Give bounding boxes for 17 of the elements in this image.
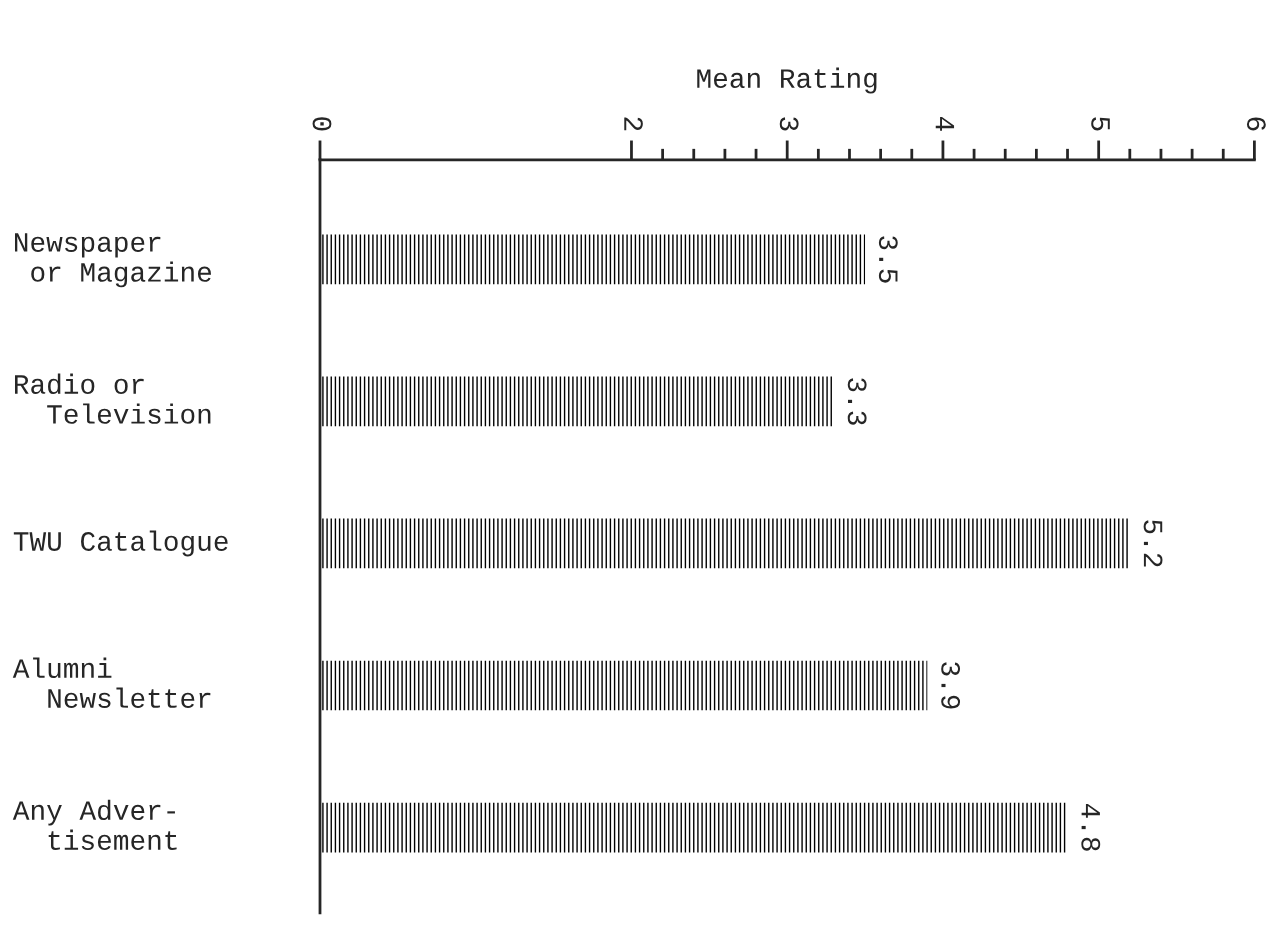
data-label: 3.3 <box>847 378 867 425</box>
data-label: 3.5 <box>878 236 898 283</box>
y-tick-label: Newspaper or Magazine <box>15 233 211 288</box>
x-tick-label: 0 <box>312 117 332 131</box>
data-label: 5.2 <box>1143 520 1163 567</box>
y-tick-label: TWU Catalogue <box>13 530 228 557</box>
x-tick-label: 4 <box>935 116 955 131</box>
x-tick-label: 3 <box>779 117 799 131</box>
y-tick-label: Any Adver- tisement <box>12 799 177 850</box>
data-label: 3.9 <box>941 662 961 709</box>
x-tick-label: 2 <box>624 117 643 131</box>
data-label: 4.8 <box>1081 803 1101 851</box>
x-tick-label: 6 <box>1246 117 1266 131</box>
x-axis-title: Mean Rating <box>697 67 877 94</box>
y-tick-label: Alumni Newsletter <box>12 657 211 708</box>
x-tick-label: 5 <box>1091 117 1110 131</box>
y-tick-label: Radio or Television <box>15 373 211 424</box>
